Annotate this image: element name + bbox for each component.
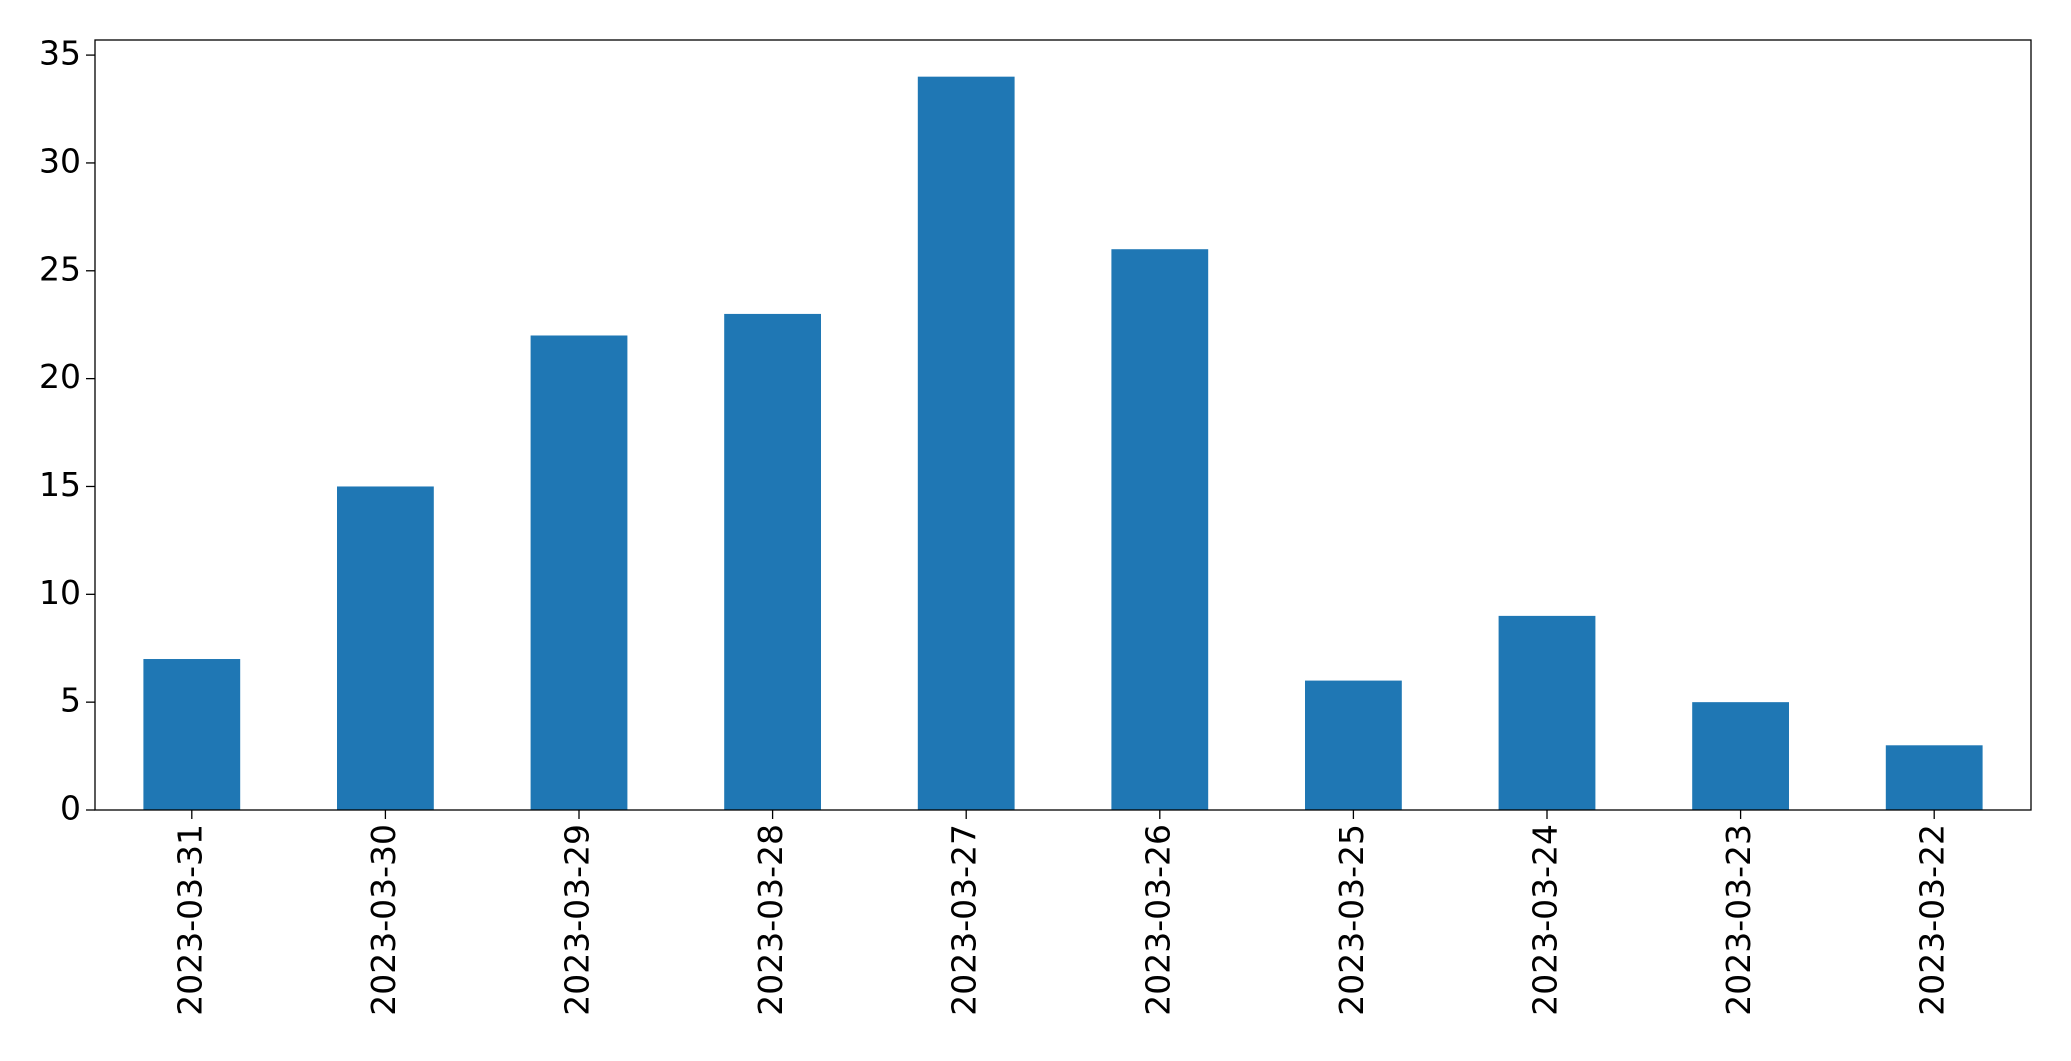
x-tick-label: 2023-03-30 [364,824,403,1016]
bar [1692,702,1789,810]
x-tick-label: 2023-03-31 [170,824,209,1016]
y-tick-label: 5 [60,681,81,720]
x-tick-label: 2023-03-24 [1526,824,1565,1016]
bar [1885,745,1983,810]
bar [1305,680,1402,810]
plot-frame [94,39,2032,811]
bar [143,659,241,810]
bar [337,486,434,810]
x-tick-label: 2023-03-28 [751,824,790,1016]
y-tick-label: 10 [39,573,81,612]
x-tick-label: 2023-03-26 [1138,824,1177,1016]
bar [1498,615,1596,810]
x-tick-label: 2023-03-23 [1719,824,1758,1016]
bar [917,76,1015,810]
y-tick-label: 20 [39,357,81,396]
bar [724,313,821,810]
x-tick-label: 2023-03-27 [945,824,984,1016]
y-tick-label: 15 [39,465,81,504]
x-tick-label: 2023-03-22 [1913,824,1952,1016]
y-tick-label: 25 [39,249,81,288]
x-tick-label: 2023-03-25 [1332,824,1371,1016]
y-tick-label: 35 [39,34,81,73]
bar [1111,249,1209,810]
bar [530,335,628,810]
y-tick-label: 30 [39,141,81,180]
y-tick-label: 0 [60,789,81,828]
x-tick-label: 2023-03-29 [558,824,597,1016]
